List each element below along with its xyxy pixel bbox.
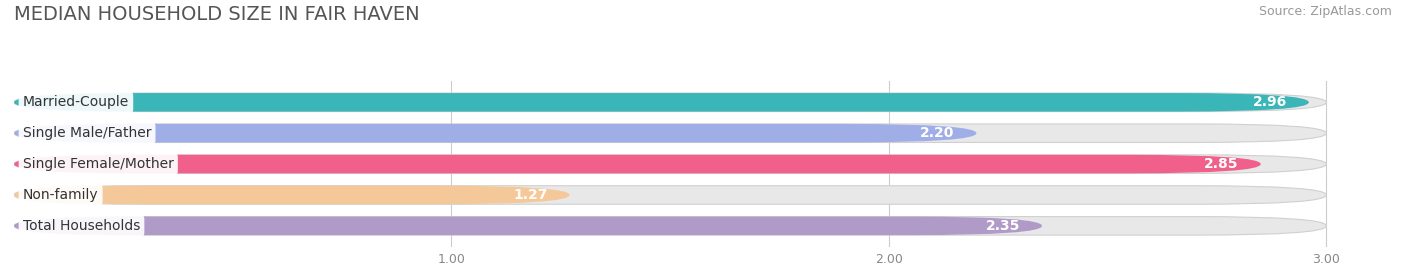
Text: Single Female/Mother: Single Female/Mother bbox=[22, 157, 174, 171]
FancyBboxPatch shape bbox=[14, 186, 569, 204]
FancyBboxPatch shape bbox=[14, 217, 1042, 235]
FancyBboxPatch shape bbox=[14, 186, 1326, 204]
Text: Single Male/Father: Single Male/Father bbox=[22, 126, 152, 140]
FancyBboxPatch shape bbox=[14, 155, 1326, 173]
Text: Non-family: Non-family bbox=[22, 188, 98, 202]
FancyBboxPatch shape bbox=[14, 93, 1309, 112]
Text: 2.96: 2.96 bbox=[1253, 95, 1286, 109]
Text: Married-Couple: Married-Couple bbox=[22, 95, 129, 109]
Text: 2.20: 2.20 bbox=[920, 126, 955, 140]
FancyBboxPatch shape bbox=[14, 155, 1261, 173]
Text: 2.35: 2.35 bbox=[986, 219, 1021, 233]
FancyBboxPatch shape bbox=[14, 124, 1326, 143]
Text: 1.27: 1.27 bbox=[513, 188, 548, 202]
Text: Source: ZipAtlas.com: Source: ZipAtlas.com bbox=[1258, 5, 1392, 18]
Text: Total Households: Total Households bbox=[22, 219, 141, 233]
Text: MEDIAN HOUSEHOLD SIZE IN FAIR HAVEN: MEDIAN HOUSEHOLD SIZE IN FAIR HAVEN bbox=[14, 5, 419, 24]
FancyBboxPatch shape bbox=[14, 93, 1326, 112]
FancyBboxPatch shape bbox=[14, 124, 976, 143]
Text: 2.85: 2.85 bbox=[1205, 157, 1239, 171]
FancyBboxPatch shape bbox=[14, 217, 1326, 235]
